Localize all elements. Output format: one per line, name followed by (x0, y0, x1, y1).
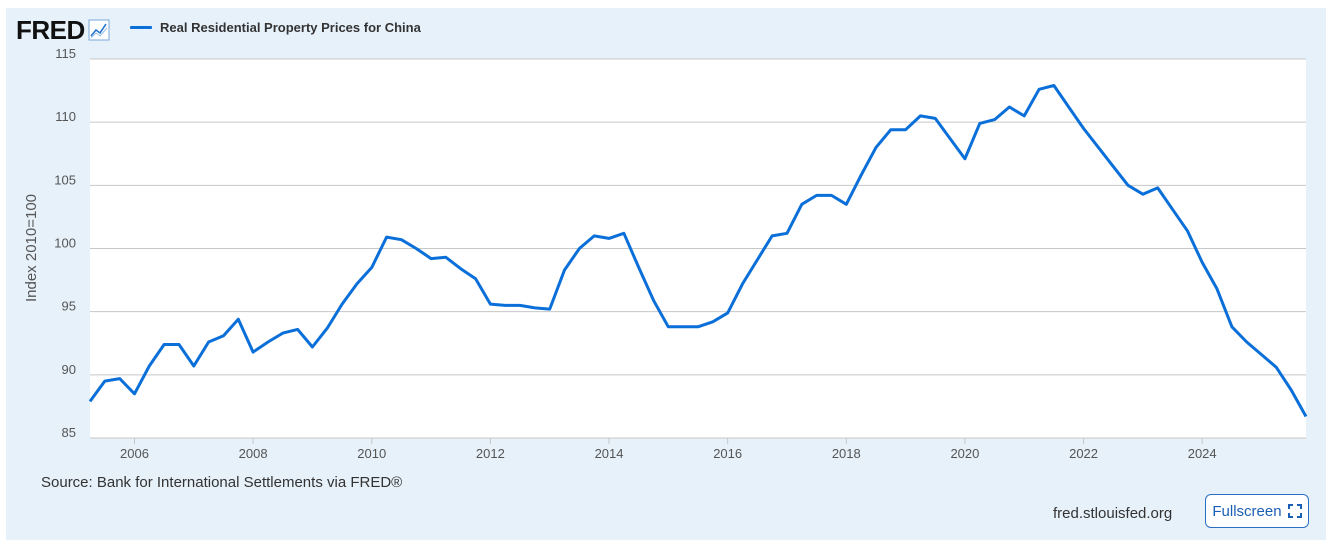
y-tick-label: 95 (62, 299, 76, 314)
y-tick-label: 85 (62, 425, 76, 440)
series-layer (88, 84, 1308, 418)
y-tick-label: 105 (54, 172, 76, 187)
y-tick-label: 115 (55, 46, 76, 61)
x-tick-label: 2024 (1188, 446, 1217, 461)
y-axis-label: Index 2010=100 (23, 194, 40, 302)
fullscreen-button[interactable]: Fullscreen (1205, 494, 1309, 528)
chart-legend: Real Residential Property Prices for Chi… (130, 20, 421, 35)
x-tick-label: 2014 (595, 446, 624, 461)
legend-series-label: Real Residential Property Prices for Chi… (160, 20, 421, 35)
x-tick-label: 2012 (476, 446, 505, 461)
expand-corners-icon (1287, 504, 1302, 518)
x-tick-label: 2006 (120, 446, 149, 461)
y-tick-label: 100 (54, 236, 76, 251)
series-line[interactable] (88, 84, 1308, 418)
x-tick-label: 2020 (950, 446, 979, 461)
x-axis-ticks: 2006 2008 2010 2012 2014 2016 2018 2020 2022 2024 (120, 438, 1217, 461)
y-tick-label: 110 (55, 109, 76, 124)
x-tick-label: 2016 (713, 446, 742, 461)
y-axis-ticks: 85 90 95 100 105 110 115 (54, 46, 76, 440)
fred-logo-text: FRED (16, 15, 85, 45)
line-chart-icon (88, 19, 110, 41)
x-tick-label: 2018 (832, 446, 861, 461)
source-note: Source: Bank for International Settlemen… (41, 474, 403, 491)
legend-series-swatch (130, 26, 152, 29)
x-tick-label: 2010 (357, 446, 386, 461)
x-tick-label: 2008 (239, 446, 268, 461)
fullscreen-label: Fullscreen (1212, 502, 1282, 520)
fred-site-link[interactable]: fred.stlouisfed.org (1053, 505, 1173, 522)
y-tick-label: 90 (62, 362, 76, 377)
fred-logo[interactable]: FRED (16, 15, 110, 45)
gridlines (90, 58, 1306, 439)
x-tick-label: 2022 (1069, 446, 1098, 461)
